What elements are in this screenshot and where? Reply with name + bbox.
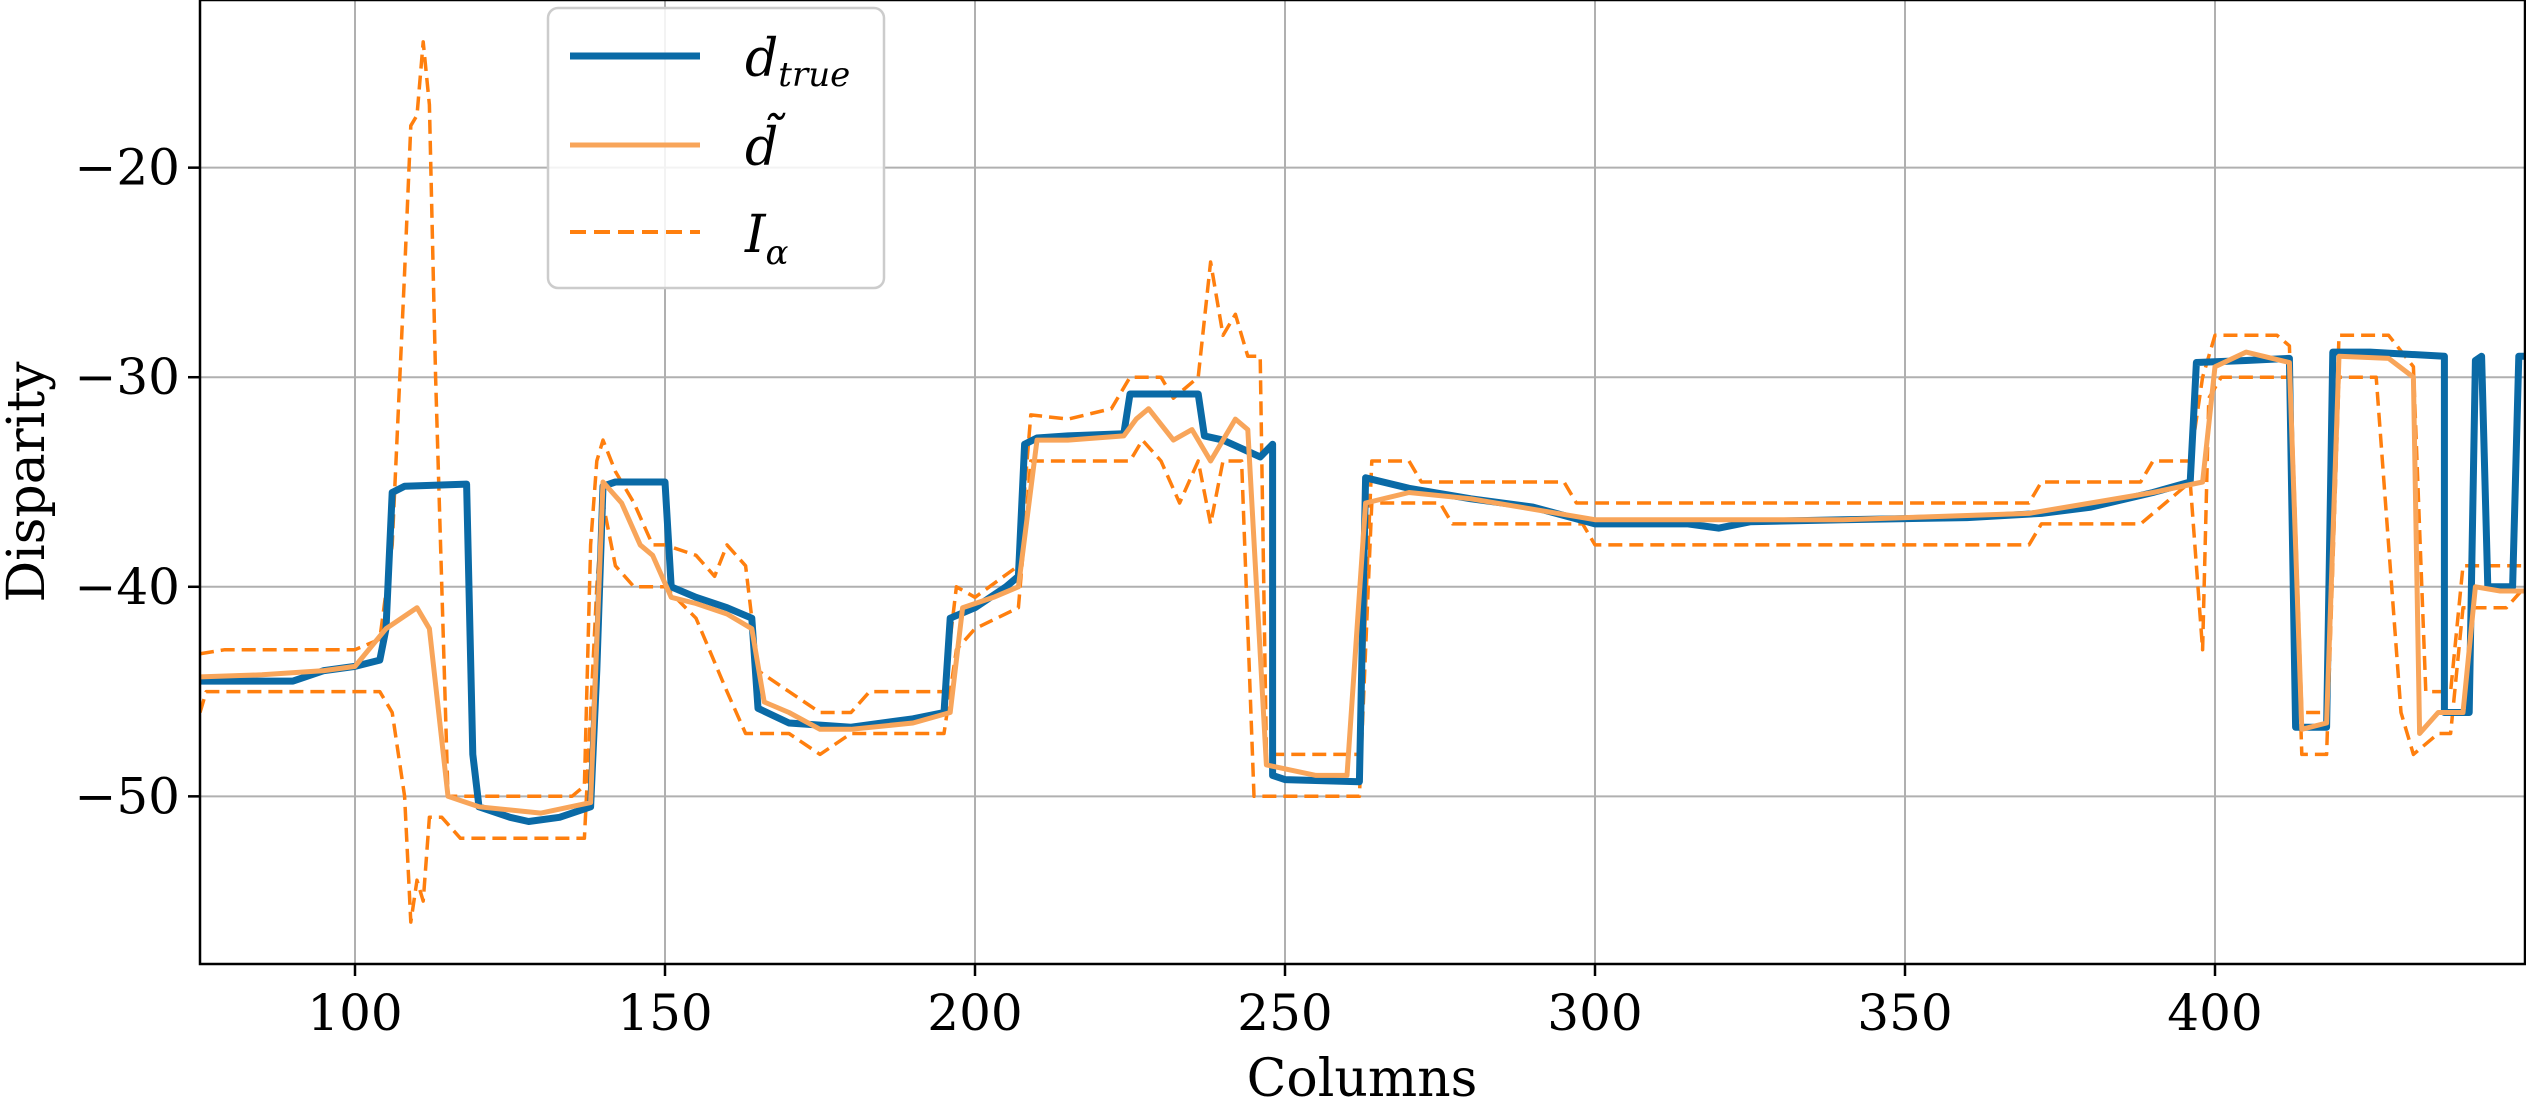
y-tick-label: −30 [74,348,180,406]
x-axis-label: Columns [1247,1049,1478,1100]
y-tick-label: −40 [74,558,180,616]
legend-frame [546,6,886,290]
y-axis-label: Disparity [0,361,57,603]
x-tick-label: 150 [617,984,712,1042]
series-layer [200,40,2525,924]
series-line-d-true [200,348,2525,825]
x-tick-label: 200 [927,984,1022,1042]
y-tick-label: −20 [74,139,180,197]
y-tick-label: −50 [74,767,180,825]
ticks: 100 150 200 250 300 350 400 −20 −30 −40 −50 [74,139,2262,1042]
x-tick-label: 400 [2167,984,2262,1042]
x-tick-label: 100 [307,984,402,1042]
x-tick-label: 350 [1857,984,1952,1042]
series-line-d-tilde [200,349,2525,816]
x-tick-label: 300 [1547,984,1642,1042]
plot-frame [198,0,2526,966]
legend-label-i-alpha: Iα [744,205,789,273]
legend: dtrue d̃ Iα [546,6,886,290]
legend-label-d-true: dtrue [745,29,850,95]
x-tick-label: 250 [1237,984,1332,1042]
